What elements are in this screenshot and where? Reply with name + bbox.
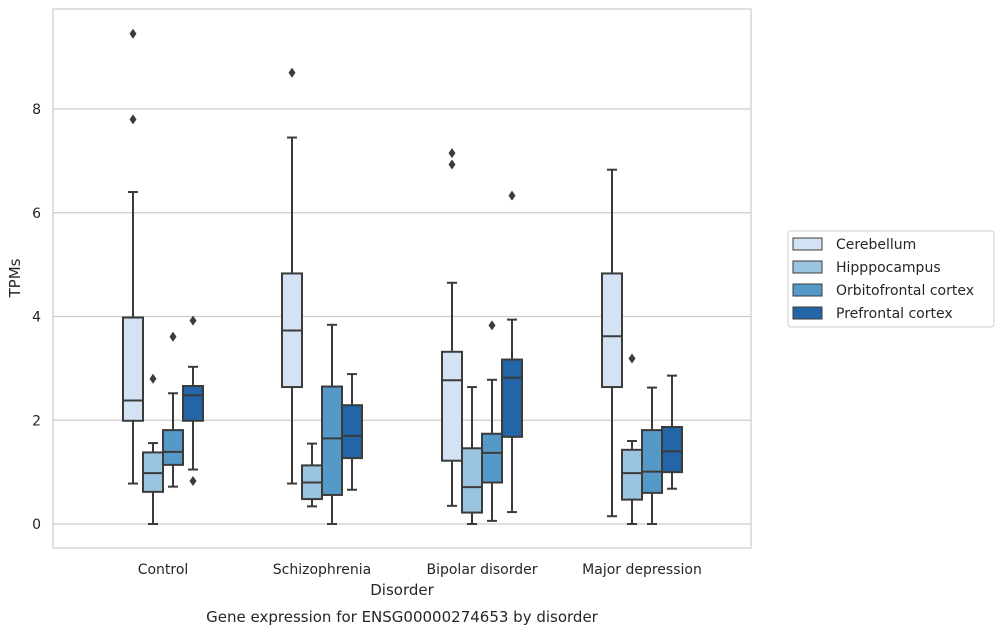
iqr-box (621, 448, 643, 501)
x-tick-label: Control (138, 562, 189, 578)
box-schizophrenia (321, 323, 343, 525)
outlier-point (508, 190, 516, 201)
legend-swatch (792, 260, 823, 274)
iqr-box (461, 447, 483, 514)
legend: Cerebellum Hipppocampus Orbitofrontal cort… (787, 230, 995, 328)
y-tick-label: 2 (32, 413, 41, 429)
x-tick-label: Major depression (582, 562, 702, 578)
outlier-point (149, 373, 157, 384)
outlier-point (189, 315, 197, 326)
outlier-point (129, 28, 137, 39)
outlier-point (488, 320, 496, 331)
outlier-point (448, 159, 456, 170)
chart-caption: Gene expression for ENSG00000274653 by d… (206, 608, 599, 626)
box-control (162, 331, 184, 488)
box-series (122, 28, 683, 525)
y-axis-label: TPMs (6, 258, 24, 298)
outlier-point (129, 114, 137, 125)
iqr-box (162, 429, 184, 466)
series-prefrontal-cortex (182, 190, 683, 514)
iqr-box (661, 425, 683, 474)
box-bipolar-disorder (501, 190, 523, 514)
series-cerebellum (122, 28, 623, 518)
y-tick-label: 4 (32, 310, 41, 326)
iqr-box (321, 385, 343, 496)
legend-label: Prefrontal cortex (836, 306, 953, 322)
legend-swatch (792, 283, 823, 297)
box-schizophrenia (281, 67, 303, 485)
outlier-point (169, 331, 177, 342)
iqr-box (142, 451, 164, 493)
box-control (142, 373, 164, 525)
legend-swatch (792, 306, 823, 320)
y-axis-ticks: 0 2 4 6 8 (32, 102, 41, 533)
legend-frame (787, 230, 995, 328)
outlier-point (189, 475, 197, 486)
y-tick-label: 6 (32, 206, 41, 222)
y-tick-label: 8 (32, 102, 41, 118)
x-axis-ticks: Control Schizophrenia Bipolar disorder Majo… (138, 562, 702, 578)
box-major-depression (601, 168, 623, 518)
x-axis-label: Disorder (370, 581, 434, 599)
series-hipppocampus (142, 353, 643, 525)
iqr-box (341, 404, 363, 460)
iqr-box (501, 358, 523, 438)
legend-label: Cerebellum (836, 237, 916, 253)
outlier-point (628, 353, 636, 364)
legend-label: Hipppocampus (836, 260, 941, 276)
legend-swatch (792, 237, 823, 251)
iqr-box (441, 350, 463, 462)
box-major-depression (661, 374, 683, 490)
x-tick-label: Bipolar disorder (426, 562, 537, 578)
box-control (122, 28, 144, 485)
box-control (182, 315, 204, 486)
outlier-point (448, 148, 456, 159)
y-tick-label: 0 (32, 517, 41, 533)
box-bipolar-disorder (481, 320, 503, 522)
box-schizophrenia (301, 442, 323, 508)
box-bipolar-disorder (441, 148, 463, 507)
outlier-point (288, 67, 296, 78)
legend-label: Orbitofrontal cortex (836, 283, 974, 299)
iqr-box (122, 316, 144, 422)
iqr-box (641, 429, 663, 494)
x-tick-label: Schizophrenia (273, 562, 371, 578)
box-bipolar-disorder (461, 386, 483, 525)
iqr-box (481, 432, 503, 484)
box-schizophrenia (341, 373, 363, 491)
plot-area-frame (52, 8, 752, 549)
series-orbitofrontal-cortex (162, 320, 663, 525)
iqr-box (182, 385, 204, 422)
iqr-box (601, 272, 623, 389)
